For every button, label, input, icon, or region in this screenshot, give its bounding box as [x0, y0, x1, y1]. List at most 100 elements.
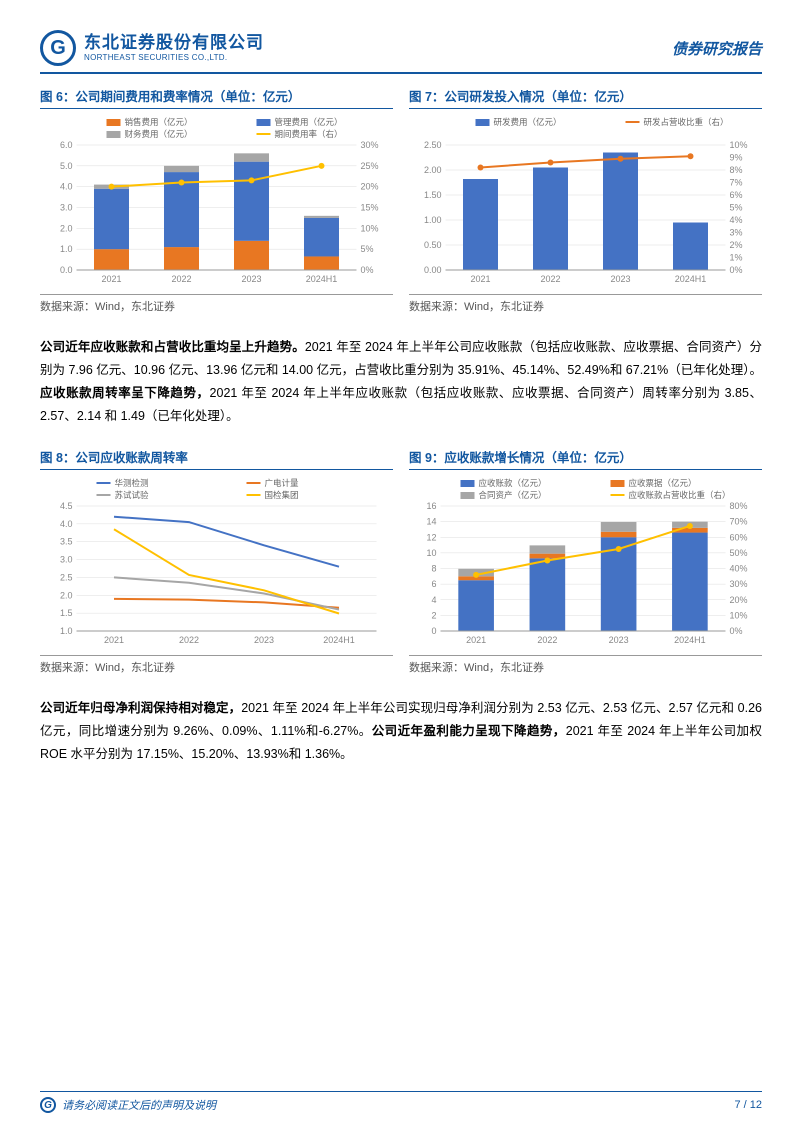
chart-6-title: 图 6：公司期间费用和费率情况（单位：亿元） — [40, 86, 393, 109]
svg-text:1.0: 1.0 — [60, 244, 73, 254]
svg-text:8: 8 — [431, 563, 436, 573]
svg-text:3.0: 3.0 — [60, 554, 73, 564]
svg-text:广电计量: 广电计量 — [265, 478, 300, 488]
svg-text:2023: 2023 — [241, 274, 261, 284]
svg-text:3.0: 3.0 — [60, 203, 73, 213]
logo-icon: G — [40, 30, 76, 66]
svg-text:苏试试验: 苏试试验 — [115, 490, 150, 500]
svg-text:1.50: 1.50 — [424, 190, 442, 200]
svg-text:2023: 2023 — [254, 635, 274, 645]
svg-text:25%: 25% — [361, 161, 379, 171]
chart-8-source: 数据来源：Wind，东北证券 — [40, 655, 393, 675]
chart-7: 图 7：公司研发投入情况（单位：亿元） 研发费用（亿元） 研发占营收比重（右） 0.… — [409, 86, 762, 314]
svg-text:2023: 2023 — [610, 274, 630, 284]
svg-text:2022: 2022 — [179, 635, 199, 645]
chart-7-source: 数据来源：Wind，东北证券 — [409, 294, 762, 314]
svg-text:14: 14 — [426, 516, 436, 526]
chart-8-title: 图 8：公司应收账款周转率 — [40, 447, 393, 470]
paragraph-1: 公司近年应收账款和占营收比重均呈上升趋势。2021 年至 2024 年上半年公司… — [40, 336, 762, 429]
svg-text:华测检测: 华测检测 — [115, 478, 149, 488]
svg-text:2021: 2021 — [466, 635, 486, 645]
report-type: 债券研究报告 — [672, 38, 762, 59]
svg-text:2024H1: 2024H1 — [674, 635, 706, 645]
svg-text:8%: 8% — [730, 165, 743, 175]
svg-text:16: 16 — [426, 501, 436, 511]
svg-text:80%: 80% — [730, 501, 748, 511]
chart-9-source: 数据来源：Wind，东北证券 — [409, 655, 762, 675]
chart-7-title: 图 7：公司研发投入情况（单位：亿元） — [409, 86, 762, 109]
footer-logo-icon: G — [40, 1097, 56, 1113]
svg-text:40%: 40% — [730, 563, 748, 573]
svg-text:12: 12 — [426, 532, 436, 542]
chart-9-title: 图 9：应收账款增长情况（单位：亿元） — [409, 447, 762, 470]
svg-text:4.0: 4.0 — [60, 518, 73, 528]
paragraph-2: 公司近年归母净利润保持相对稳定，2021 年至 2024 年上半年公司实现归母净… — [40, 697, 762, 766]
svg-text:50%: 50% — [730, 547, 748, 557]
svg-text:应收账款（亿元）: 应收账款（亿元） — [479, 478, 547, 488]
svg-text:30%: 30% — [730, 579, 748, 589]
chart-6: 图 6：公司期间费用和费率情况（单位：亿元） 销售费用（亿元）管理费用（亿元）财… — [40, 86, 393, 314]
svg-text:9%: 9% — [730, 153, 743, 163]
svg-text:5%: 5% — [730, 203, 743, 213]
svg-text:60%: 60% — [730, 532, 748, 542]
svg-text:1.00: 1.00 — [424, 215, 442, 225]
svg-text:6.0: 6.0 — [60, 140, 73, 150]
svg-text:10%: 10% — [730, 610, 748, 620]
svg-text:0.0: 0.0 — [60, 265, 73, 275]
svg-text:4.5: 4.5 — [60, 501, 73, 511]
svg-text:2023: 2023 — [609, 635, 629, 645]
svg-text:2024H1: 2024H1 — [323, 635, 355, 645]
svg-text:4%: 4% — [730, 215, 743, 225]
svg-text:应收账款占营收比重（右）: 应收账款占营收比重（右） — [629, 490, 731, 500]
chart-6-source: 数据来源：Wind，东北证券 — [40, 294, 393, 314]
svg-text:2%: 2% — [730, 240, 743, 250]
svg-text:2.00: 2.00 — [424, 165, 442, 175]
svg-text:2021: 2021 — [101, 274, 121, 284]
svg-text:6%: 6% — [730, 190, 743, 200]
svg-text:7%: 7% — [730, 178, 743, 188]
svg-text:2022: 2022 — [540, 274, 560, 284]
svg-text:1.0: 1.0 — [60, 626, 73, 636]
svg-text:合同资产（亿元）: 合同资产（亿元） — [479, 490, 547, 500]
svg-text:20%: 20% — [730, 594, 748, 604]
svg-text:4: 4 — [431, 594, 436, 604]
svg-text:0.50: 0.50 — [424, 240, 442, 250]
page-number: 7 / 12 — [734, 1099, 762, 1111]
svg-text:0.00: 0.00 — [424, 265, 442, 275]
svg-text:5.0: 5.0 — [60, 161, 73, 171]
svg-text:4.0: 4.0 — [60, 182, 73, 192]
svg-text:0%: 0% — [361, 265, 374, 275]
footer-disclaimer: 请务必阅读正文后的声明及说明 — [62, 1097, 216, 1113]
svg-text:研发费用（亿元）: 研发费用（亿元） — [494, 117, 562, 127]
svg-text:2021: 2021 — [470, 274, 490, 284]
svg-text:2024H1: 2024H1 — [306, 274, 338, 284]
svg-text:0: 0 — [431, 626, 436, 636]
svg-text:2021: 2021 — [104, 635, 124, 645]
chart-8: 图 8：公司应收账款周转率 华测检测广电计量苏试试验国检集团1.01.52.02… — [40, 447, 393, 675]
svg-text:5%: 5% — [361, 244, 374, 254]
svg-text:10: 10 — [426, 547, 436, 557]
svg-text:3.5: 3.5 — [60, 536, 73, 546]
svg-text:2.50: 2.50 — [424, 140, 442, 150]
svg-text:1%: 1% — [730, 253, 743, 263]
svg-text:70%: 70% — [730, 516, 748, 526]
svg-text:10%: 10% — [730, 140, 748, 150]
chart-9: 图 9：应收账款增长情况（单位：亿元） 应收账款（亿元）应收票据（亿元）合同资产… — [409, 447, 762, 675]
svg-text:2.0: 2.0 — [60, 223, 73, 233]
svg-text:2.5: 2.5 — [60, 572, 73, 582]
page-footer: G 请务必阅读正文后的声明及说明 7 / 12 — [40, 1091, 762, 1113]
svg-text:2022: 2022 — [171, 274, 191, 284]
svg-text:期间费用率（右）: 期间费用率（右） — [275, 129, 343, 139]
svg-text:国检集团: 国检集团 — [265, 490, 299, 500]
svg-text:研发占营收比重（右）: 研发占营收比重（右） — [644, 117, 729, 127]
company-name-en: NORTHEAST SECURITIES CO.,LTD. — [84, 53, 264, 63]
page-header: G 东北证券股份有限公司 NORTHEAST SECURITIES CO.,LT… — [40, 30, 762, 74]
svg-text:10%: 10% — [361, 223, 379, 233]
svg-text:2022: 2022 — [537, 635, 557, 645]
svg-text:2024H1: 2024H1 — [675, 274, 707, 284]
svg-text:1.5: 1.5 — [60, 608, 73, 618]
logo-area: G 东北证券股份有限公司 NORTHEAST SECURITIES CO.,LT… — [40, 30, 264, 66]
svg-text:15%: 15% — [361, 203, 379, 213]
svg-text:0%: 0% — [730, 265, 743, 275]
svg-text:财务费用（亿元）: 财务费用（亿元） — [125, 129, 193, 139]
